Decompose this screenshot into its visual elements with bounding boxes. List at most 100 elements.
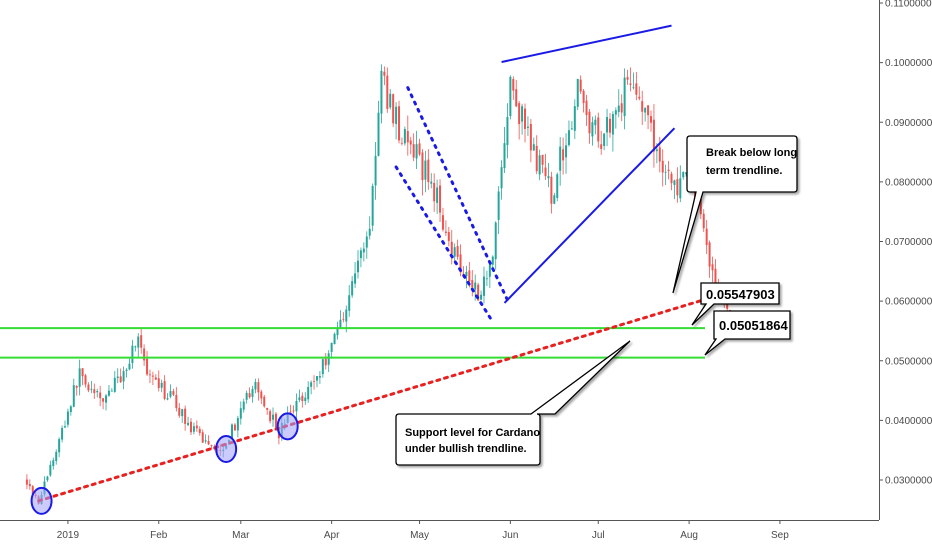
candle-body	[368, 228, 371, 236]
candle-body	[465, 271, 468, 277]
candle-body	[562, 149, 565, 161]
candle-body	[611, 114, 614, 135]
candle-body	[603, 133, 606, 146]
candle-body	[406, 131, 409, 143]
break-callout: Break below long term trendline.	[672, 135, 798, 294]
candle-body	[93, 389, 96, 394]
candle-body	[69, 406, 72, 412]
circled-low-marker	[276, 412, 299, 441]
wedge-line	[501, 24, 672, 64]
candle-body	[354, 273, 357, 284]
candle-body	[658, 147, 661, 162]
candle-body	[321, 359, 324, 375]
candle-body	[529, 123, 532, 151]
candle-body	[503, 143, 506, 169]
candle-body	[421, 152, 424, 181]
candle-body	[541, 154, 544, 165]
candle-body	[169, 391, 172, 397]
candle-body	[512, 79, 515, 91]
candle-body	[585, 100, 588, 116]
candle-body	[119, 376, 122, 383]
candle-body	[160, 382, 163, 388]
candle-body	[679, 178, 682, 199]
price-label-upper-text: 0.05547903	[706, 287, 775, 302]
uptrend-dotted-line	[37, 287, 741, 503]
candle-body	[292, 410, 295, 412]
price-label-lower-text: 0.05051864	[719, 318, 788, 333]
candle-body	[75, 385, 78, 388]
candle-body	[436, 187, 439, 203]
candle-body	[128, 363, 131, 370]
candle-body	[189, 421, 192, 433]
candle-body	[55, 451, 58, 462]
candle-body	[210, 445, 213, 447]
candle-body	[468, 270, 471, 282]
x-tick-label: May	[410, 530, 429, 541]
candle-body	[107, 390, 110, 396]
candle-body	[377, 112, 380, 156]
candle-body	[105, 395, 108, 403]
circled-lows	[30, 412, 299, 515]
candle-body	[345, 309, 348, 322]
candle-body	[301, 395, 304, 401]
candle-body	[236, 418, 239, 431]
candle-body	[474, 282, 477, 290]
candle-body	[198, 428, 201, 433]
candle-body	[600, 144, 603, 149]
candle-body	[535, 145, 538, 172]
candle-body	[163, 381, 166, 399]
candle-body	[608, 118, 611, 133]
x-tick-label: Feb	[150, 530, 168, 541]
candle-body	[400, 142, 403, 144]
candle-body	[315, 376, 318, 381]
candle-body	[87, 384, 90, 391]
candle-body	[359, 250, 362, 259]
candle-body	[251, 389, 254, 397]
candle-body	[157, 378, 160, 389]
candle-body	[233, 424, 236, 431]
candle-body	[272, 414, 275, 420]
candle-body	[31, 486, 34, 495]
candle-body	[46, 476, 49, 481]
candle-body	[357, 260, 359, 273]
candle-body	[25, 479, 28, 485]
candle-body	[137, 336, 140, 348]
candle-body	[594, 119, 597, 126]
candle-body	[711, 264, 714, 271]
candle-body	[295, 400, 298, 412]
candle-body	[389, 93, 392, 108]
candle-body	[327, 353, 330, 365]
candle-body	[573, 106, 576, 131]
candle-body	[447, 232, 450, 241]
candle-body	[380, 70, 383, 114]
candle-body	[565, 145, 568, 158]
candle-body	[310, 382, 313, 387]
break-callout-line-2: term trendline.	[706, 165, 782, 177]
circled-low-marker	[215, 434, 238, 463]
candle-body	[245, 392, 248, 400]
break-callout-line-1: Break below long	[706, 147, 797, 159]
candle-body	[626, 77, 629, 80]
candle-body	[395, 106, 398, 124]
candle-body	[324, 358, 327, 366]
candle-body	[424, 160, 427, 180]
candle-body	[151, 375, 154, 377]
candle-body	[248, 393, 251, 398]
candle-body	[166, 398, 169, 400]
candle-body	[99, 392, 102, 399]
candle-body	[699, 198, 702, 215]
candle-body	[632, 87, 635, 89]
candle-body	[49, 464, 52, 476]
channel-dotted-line	[394, 165, 495, 324]
candle-body	[667, 169, 670, 172]
candle-body	[313, 380, 316, 382]
candle-body	[66, 411, 69, 425]
candle-body	[456, 246, 459, 257]
candle-body	[544, 167, 547, 177]
candle-body	[588, 111, 591, 134]
candle-body	[175, 394, 178, 409]
